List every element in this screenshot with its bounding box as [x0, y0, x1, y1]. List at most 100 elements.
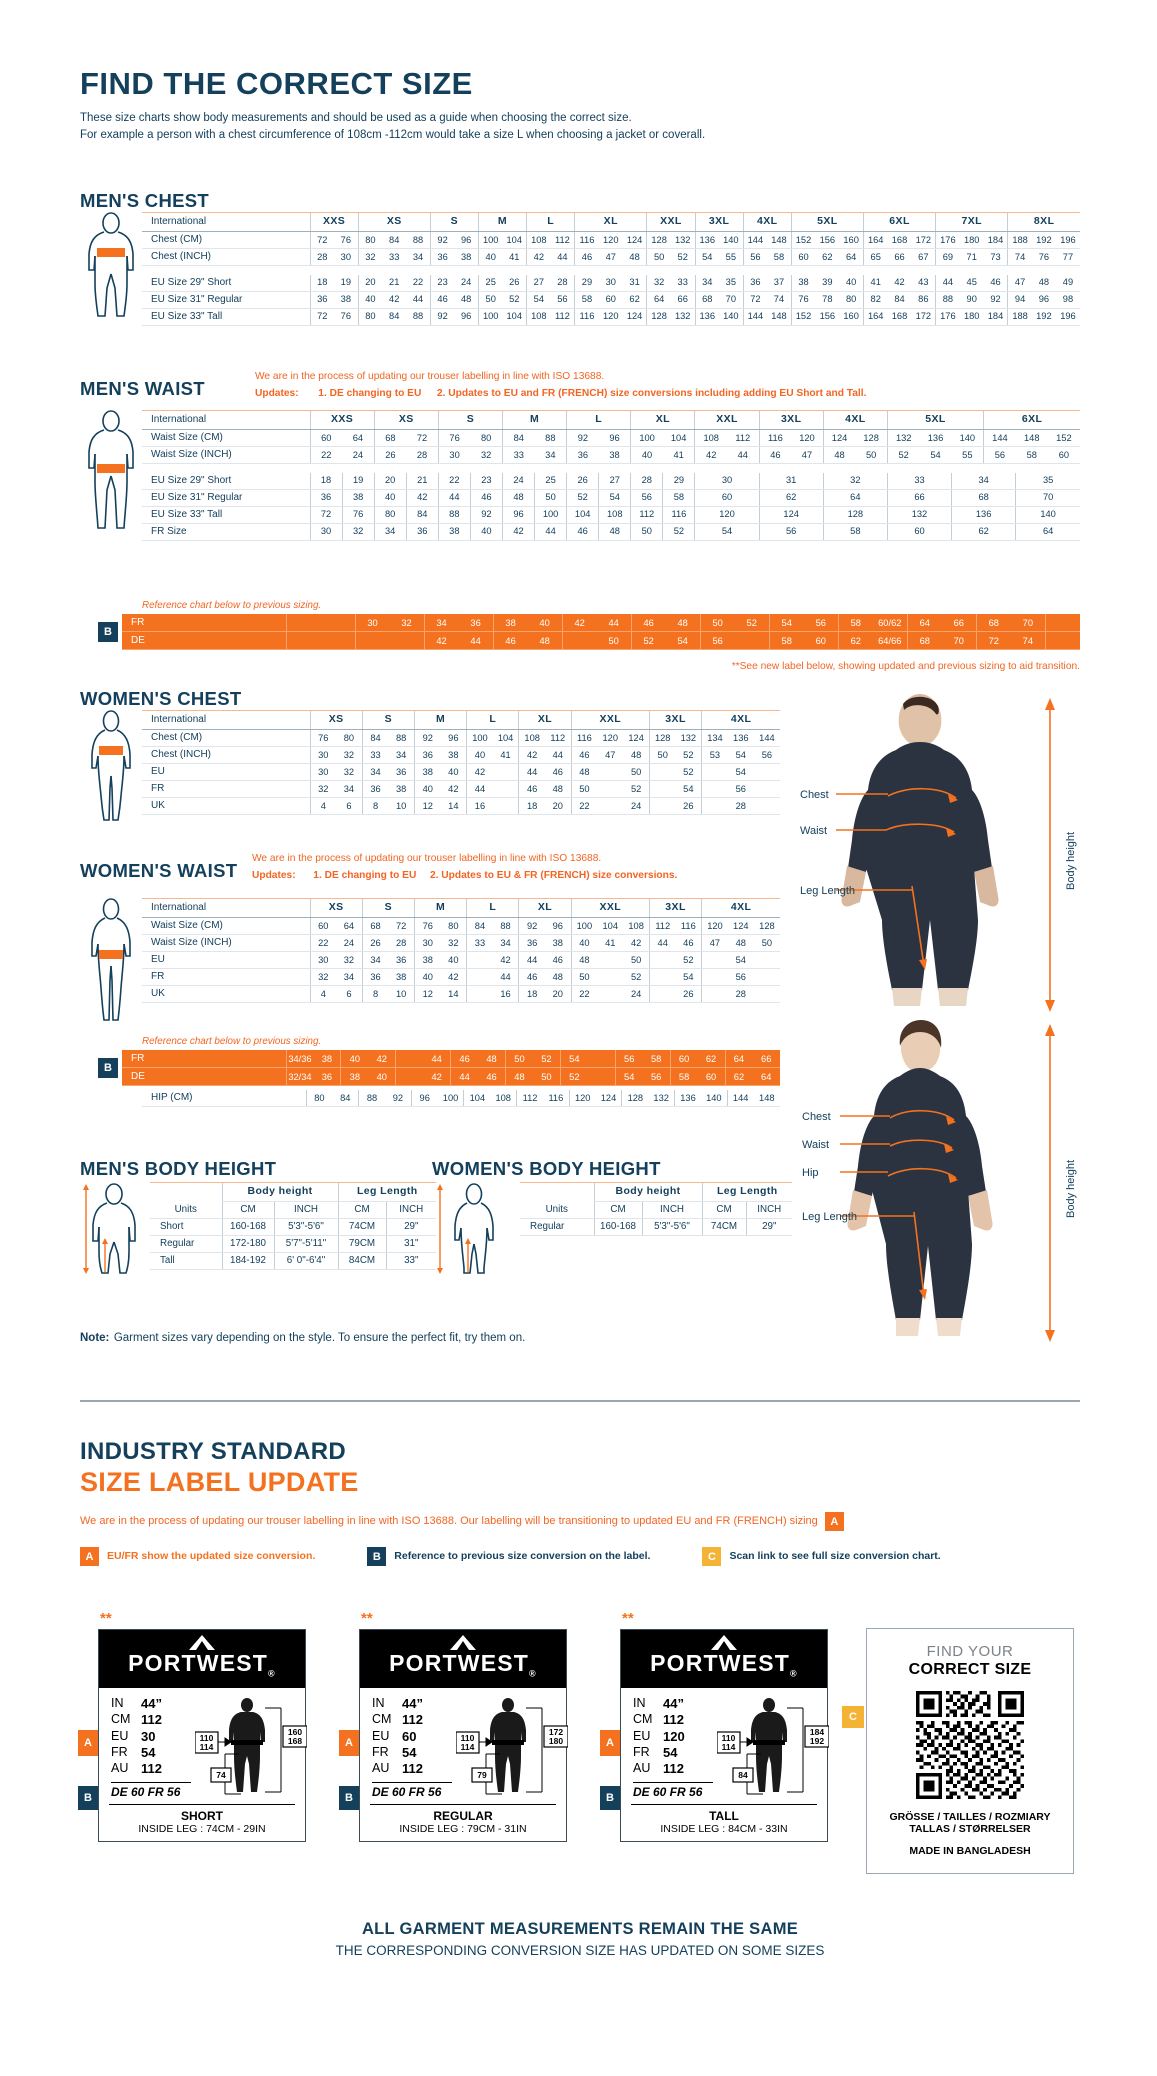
cell — [648, 985, 676, 1003]
col-header: INCH — [385, 1201, 437, 1219]
cell: 136 — [727, 729, 754, 747]
womens-waist-title: WOMEN'S WAIST — [80, 859, 238, 881]
cell: 108 — [518, 729, 545, 747]
cell: 54 — [694, 523, 760, 541]
cell: 132 — [648, 1090, 675, 1107]
cell: 36 — [388, 951, 415, 969]
cell: 47 — [701, 934, 728, 952]
cell: 36 — [309, 489, 343, 507]
cell: 40 — [570, 934, 598, 952]
badge-c: C — [842, 1706, 864, 1728]
cell: 62 — [622, 291, 647, 309]
cell: 84 — [382, 308, 407, 326]
cell: 76 — [790, 291, 816, 309]
card-de-fr: DE 60 FR 56 — [372, 1782, 452, 1799]
cell: 50 — [646, 248, 671, 266]
cell: 29" — [745, 1218, 793, 1236]
cell — [597, 763, 624, 781]
cell: 65 — [862, 248, 888, 266]
cell: 98 — [1055, 291, 1080, 309]
cell: Tall — [150, 1252, 222, 1270]
mens-waist-ref-note: Reference chart below to previous sizing… — [142, 600, 322, 611]
womens-waist-update-2: 2. Updates to EU & FR (FRENCH) size conv… — [429, 869, 678, 881]
spec-key: EU — [372, 1728, 390, 1743]
spec-value: 30 — [141, 1728, 156, 1744]
ref-row-label: DE — [122, 631, 286, 650]
cell: 86 — [911, 291, 936, 309]
cell: 44 — [550, 248, 575, 266]
cell: 29" — [385, 1218, 437, 1236]
cell: 144 — [726, 1090, 754, 1107]
cell: 124 — [822, 429, 856, 447]
cell: 64 — [1015, 523, 1080, 541]
cell: 84 — [361, 729, 389, 747]
female-label-chest: Chest — [802, 1111, 831, 1123]
cell: 37 — [767, 274, 792, 292]
cell: 148 — [753, 1090, 780, 1107]
size-header: L — [466, 898, 519, 918]
svg-text:110: 110 — [200, 1733, 214, 1743]
cell — [648, 968, 676, 986]
cell: 72 — [406, 429, 439, 447]
spec-value: 112 — [402, 1761, 423, 1776]
ref-cell: 44 — [596, 614, 632, 632]
ref-cell — [389, 631, 425, 650]
size-header: XL — [574, 212, 647, 232]
portwest-logo: PORTWEST® — [360, 1630, 566, 1688]
cell: 66 — [670, 291, 695, 309]
cell: 48 — [622, 248, 647, 266]
cell: 23 — [429, 274, 455, 292]
ref-cell: 58 — [669, 1067, 698, 1086]
cell: 24 — [623, 985, 650, 1003]
badge-b-womens: B — [98, 1058, 118, 1078]
cell: 31" — [385, 1235, 437, 1253]
cell: 84 — [382, 231, 407, 249]
ref-cell: 72 — [975, 631, 1011, 650]
cell: 168 — [887, 231, 912, 249]
section-womens-chest: WOMEN'S CHEST — [80, 688, 241, 710]
ref-cell — [354, 631, 390, 650]
note-label: Note: — [80, 1332, 110, 1344]
portwest-logo: PORTWEST® — [621, 1630, 827, 1688]
spec-value: 44” — [663, 1696, 684, 1711]
womens-body-height-block: Body height Leg Length Units CM INCH CM INCH Re… — [432, 1182, 793, 1279]
mens-chest-table: International XXS XS S M L XL XXL 3XL 4XL 5XL 6XL 7X… — [142, 212, 1080, 326]
cell: 20 — [544, 985, 572, 1003]
cell: 104 — [566, 506, 599, 524]
cell: 55 — [719, 248, 744, 266]
label-card-2: ** A B PORTWEST® IN 44” CM 112 EU 120 FR 54 AU 112 DE … — [600, 1610, 830, 1842]
ref-cell: 40 — [368, 1067, 396, 1086]
cell: 50 — [570, 968, 598, 986]
cell — [466, 968, 493, 986]
intro-line-2: For example a person with a chest circum… — [80, 129, 706, 142]
qr-langs-1: GRÖSSE / TAILLES / ROZMIARY — [889, 1811, 1051, 1823]
size-header: 7XL — [935, 212, 1008, 232]
cell: 46 — [574, 248, 599, 266]
cell: 73 — [983, 248, 1008, 266]
cell: 5'3"-5'6" — [273, 1218, 338, 1236]
cell: 100 — [534, 506, 567, 524]
spec-value: 112 — [402, 1712, 423, 1728]
spec-row: CM 112 — [633, 1712, 717, 1728]
cell: 18 — [309, 274, 335, 292]
womens-hip-block: HIP (CM) 80 84 88 92 96 100 104 108 112 116 120 124 1… — [142, 1090, 780, 1107]
ref-cell: 68 — [906, 631, 942, 650]
cell: 58 — [1015, 446, 1048, 464]
key-item-b: B Reference to previous size conversion o… — [367, 1547, 650, 1566]
cell: 42 — [492, 951, 519, 969]
cell: 67 — [911, 248, 936, 266]
portwest-logo: PORTWEST® — [99, 1630, 305, 1688]
cell: 38 — [341, 489, 375, 507]
ref-cell: 62 — [837, 631, 873, 650]
cell: 76 — [413, 917, 441, 935]
cell: 58 — [574, 291, 599, 309]
cell: 88 — [492, 917, 519, 935]
cell: 42 — [405, 489, 439, 507]
spec-row: AU 112 — [372, 1761, 456, 1777]
cell: 24 — [501, 472, 535, 490]
cell: 108 — [490, 1090, 517, 1107]
womens-waist-block: International XS S M L XL XXL 3XL 4XL Waist Size … — [80, 898, 780, 1024]
cell: 41 — [492, 746, 519, 764]
cell: 56 — [758, 523, 824, 541]
cell: 8 — [361, 985, 389, 1003]
